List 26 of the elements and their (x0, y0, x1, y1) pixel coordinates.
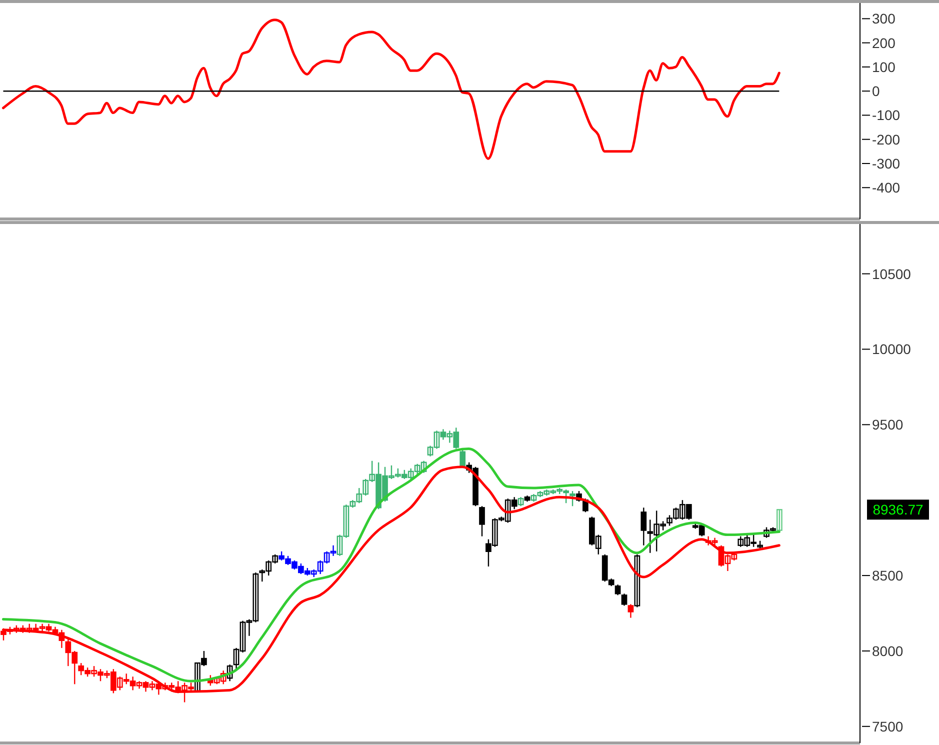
y-tick-label: -400 (872, 180, 900, 196)
y-tick-label: 9500 (872, 416, 904, 433)
candlestick (614, 584, 621, 596)
y-tick-label: 8000 (872, 642, 904, 659)
y-tick-label: 10500 (872, 266, 912, 282)
line-series (2, 18, 780, 160)
candlestick (570, 490, 576, 507)
candlestick (479, 506, 485, 537)
y-tick-label: 0 (872, 83, 880, 100)
y-tick-label: -200 (872, 131, 900, 148)
candlestick (776, 509, 782, 532)
y-tick-label: 100 (872, 58, 896, 75)
candlestick (621, 593, 628, 606)
y-tick-label: 300 (872, 10, 896, 27)
y-tick-label: 8500 (872, 568, 904, 584)
candlestick (628, 604, 634, 618)
candlestick (640, 507, 647, 546)
y-tick-label: -300 (872, 155, 900, 172)
candlestick (518, 496, 524, 507)
y-tick-label: 7500 (872, 718, 904, 734)
candlestick (226, 664, 233, 682)
y-tick-label: -100 (872, 107, 900, 124)
y-tick-label: 200 (872, 34, 896, 51)
candlestick (634, 554, 640, 608)
y-tick-label: 10000 (872, 341, 912, 358)
text: 8936.77 (872, 502, 924, 518)
